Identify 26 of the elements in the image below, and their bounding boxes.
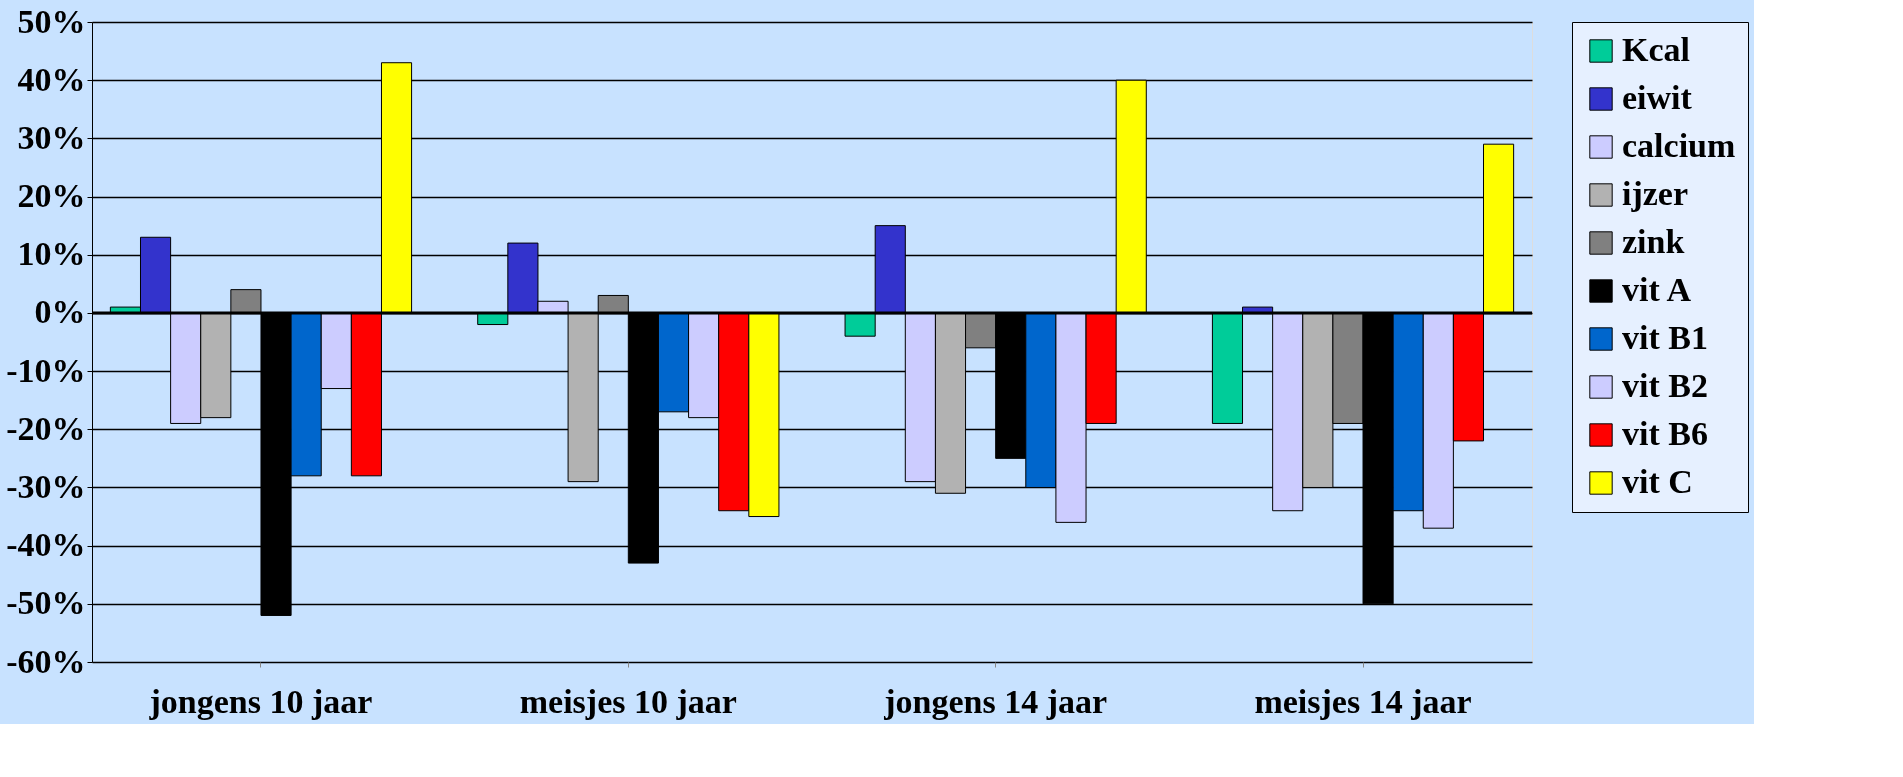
legend-label: vit B6 [1622, 415, 1708, 452]
legend-label: Kcal [1622, 31, 1690, 68]
y-tick-label: 50% [17, 2, 86, 40]
y-tick-label: 30% [17, 118, 86, 156]
y-tick-label: -40% [6, 526, 86, 564]
y-tick-label: -10% [6, 351, 86, 389]
legend-label: vit C [1622, 463, 1693, 500]
legend-label: eiwit [1622, 79, 1693, 116]
y-tick-label: 0% [34, 293, 86, 331]
x-tick-label: meisjes 14 jaar [1254, 682, 1472, 720]
y-tick-label: -60% [6, 642, 86, 680]
x-tick-label: meisjes 10 jaar [519, 682, 737, 720]
x-tick-label: jongens 14 jaar [883, 682, 1108, 720]
legend-label: calcium [1622, 127, 1736, 164]
y-tick-label: 20% [17, 177, 86, 215]
x-tick-label: jongens 10 jaar [148, 682, 373, 720]
y-tick-label: 40% [17, 60, 86, 98]
legend-label: zink [1622, 223, 1685, 260]
y-tick-label: -50% [6, 584, 86, 622]
legend-label: vit B1 [1622, 319, 1708, 356]
y-tick-label: -20% [6, 409, 86, 447]
legend-label: ijzer [1622, 175, 1689, 212]
y-tick-label: -30% [6, 467, 86, 505]
legend-label: vit A [1622, 271, 1692, 308]
y-tick-label: 10% [17, 235, 86, 273]
legend-label: vit B2 [1622, 367, 1708, 404]
